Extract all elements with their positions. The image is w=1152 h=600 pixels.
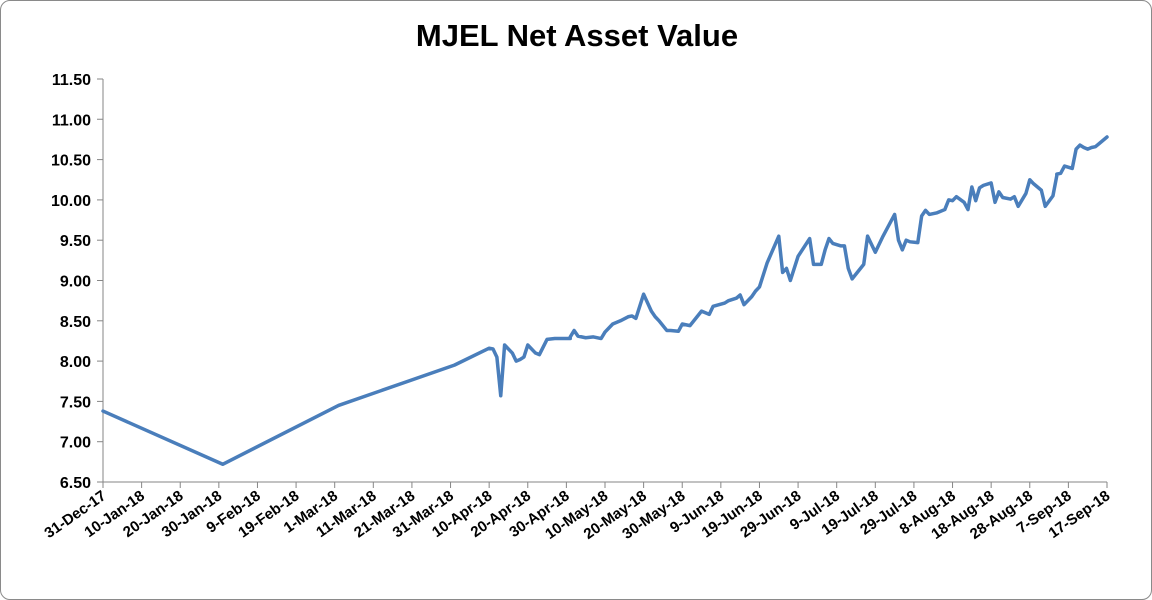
y-tick-label: 8.50 [60, 314, 91, 331]
y-tick-label: 9.00 [60, 274, 91, 291]
y-tick-label: 6.50 [60, 475, 91, 492]
y-tick-label: 11.50 [52, 72, 91, 89]
y-tick-label: 8.00 [60, 354, 91, 371]
series-line [101, 135, 1109, 467]
y-tick-label: 10.50 [51, 153, 91, 170]
y-tick-label: 11.00 [52, 112, 91, 129]
y-tick-label: 9.50 [60, 233, 91, 250]
y-tick-label: 7.00 [60, 435, 91, 452]
y-tick-label: 7.50 [60, 394, 91, 411]
y-tick-label: 10.00 [51, 193, 91, 210]
chart-title: MJEL Net Asset Value [415, 18, 739, 53]
